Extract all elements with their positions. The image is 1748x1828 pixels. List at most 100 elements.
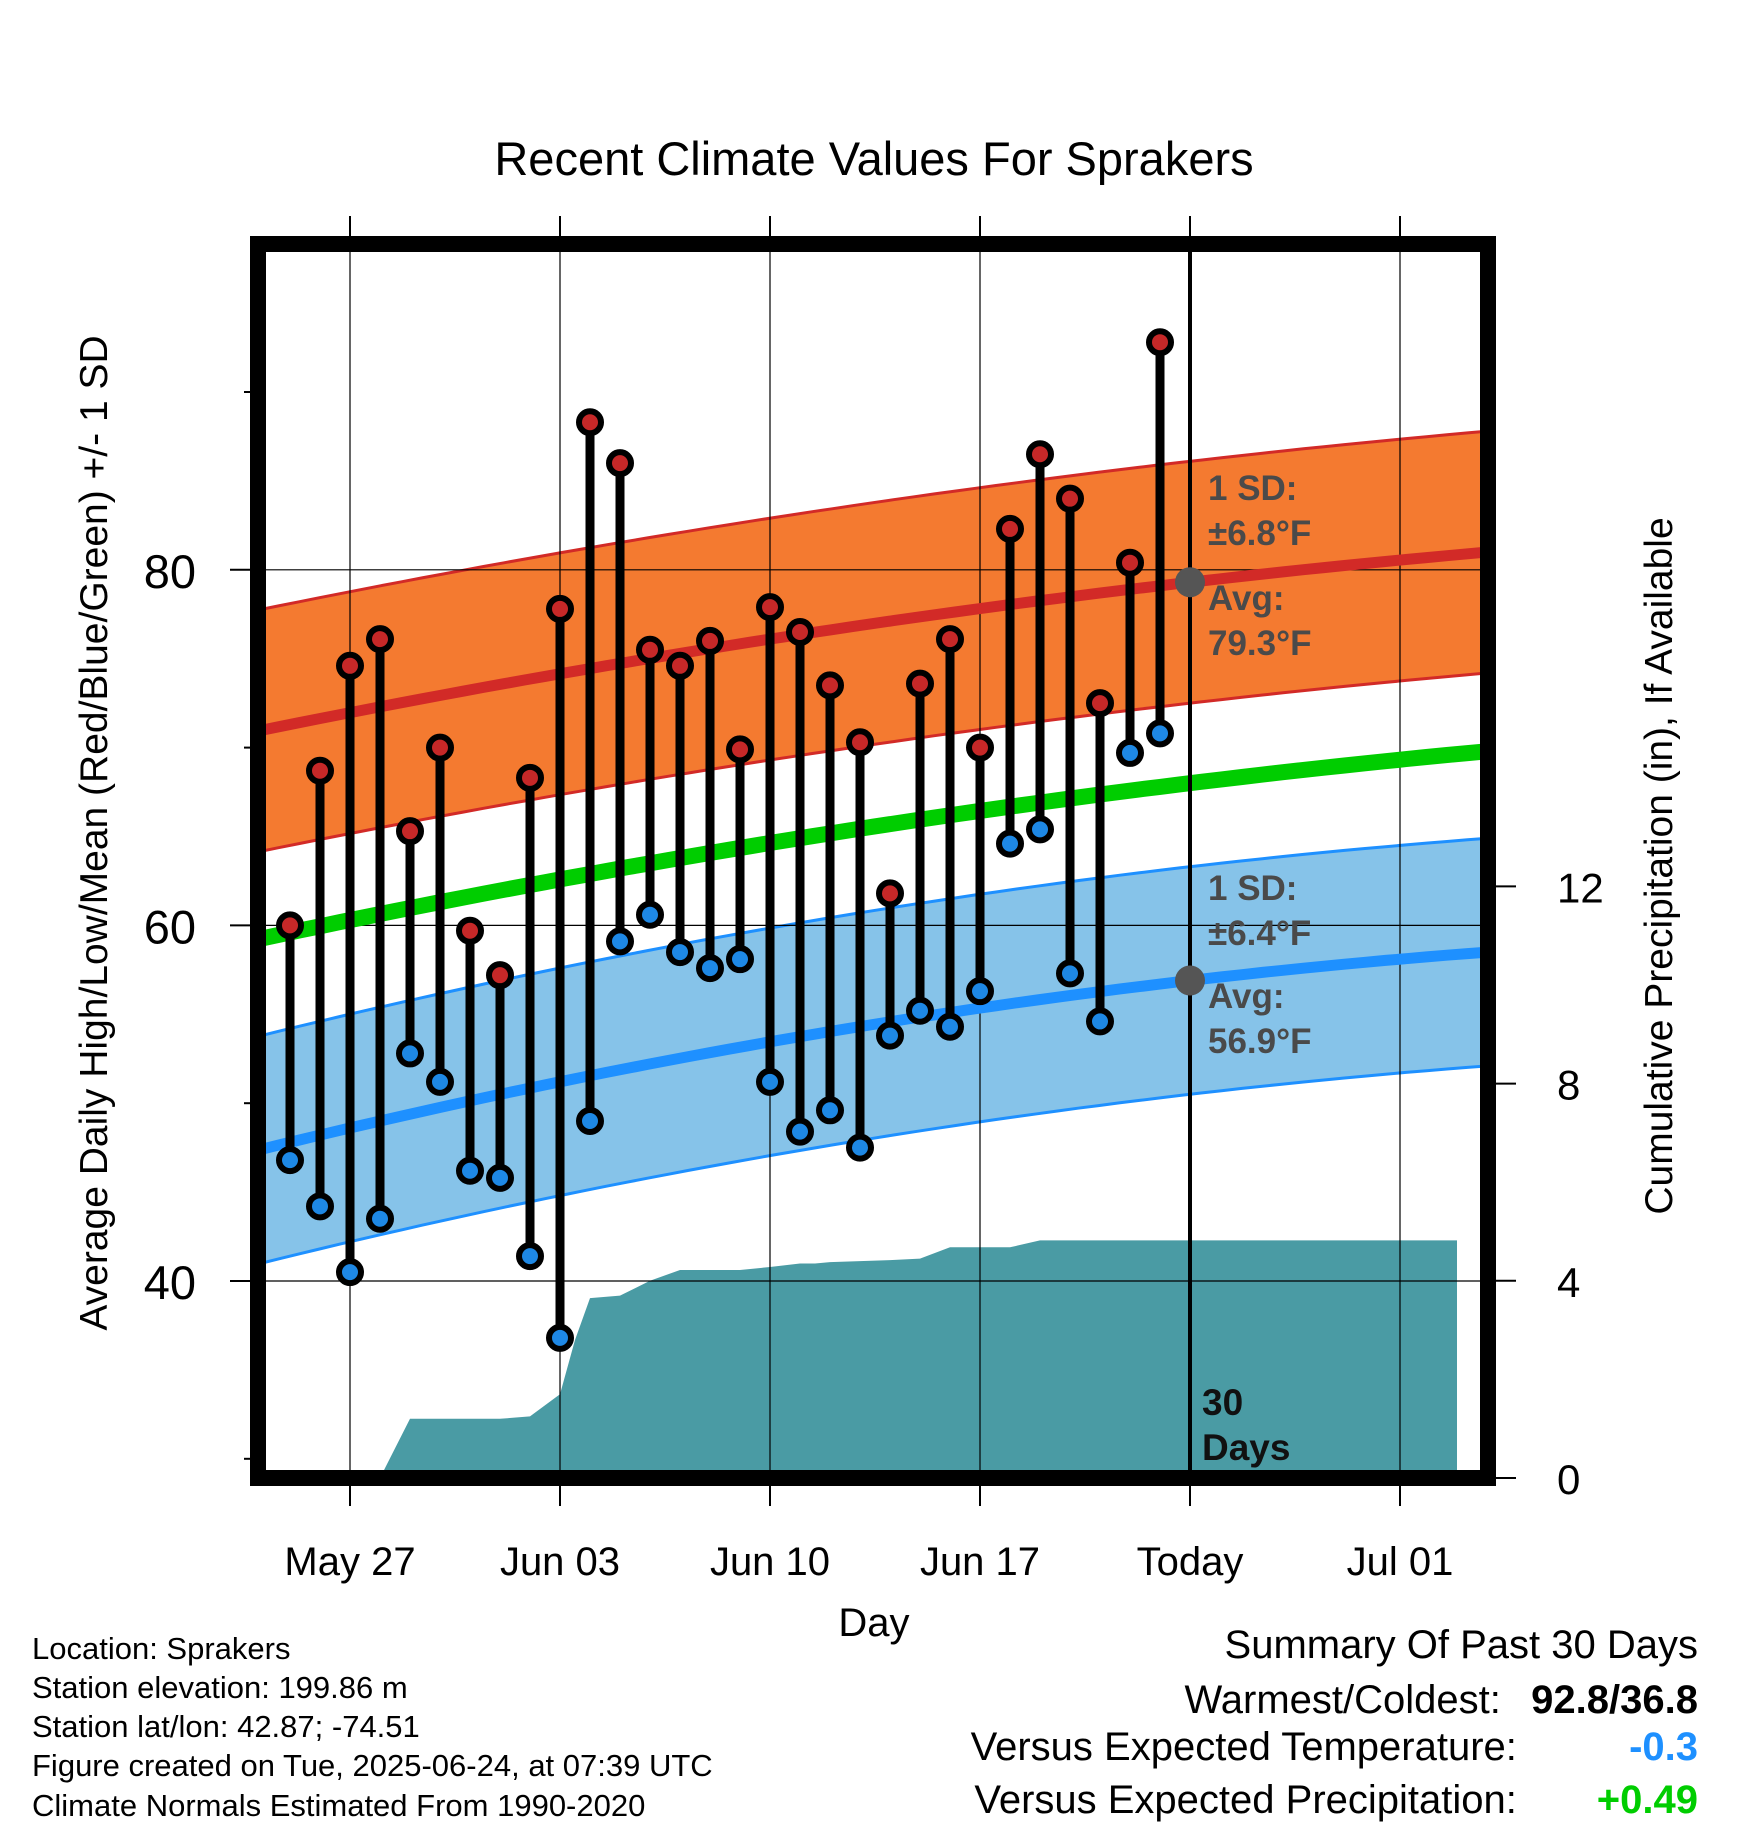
high-sd-value: ±6.8°F	[1208, 514, 1311, 553]
y2-tick-label-0: 0	[1557, 1456, 1580, 1503]
low-point-13	[666, 938, 694, 967]
y-axis-label: Average Daily High/Low/Mean (Red/Blue/Gr…	[73, 335, 116, 1330]
high-point-20	[876, 879, 904, 908]
high-point-4	[396, 817, 424, 846]
info-created: Figure created on Tue, 2025-06-24, at 07…	[32, 1748, 713, 1783]
low-point-22	[936, 1012, 964, 1041]
high-point-17	[786, 618, 814, 647]
low-point-1	[306, 1192, 334, 1221]
high-point-27	[1086, 689, 1114, 718]
high-point-6	[456, 916, 484, 945]
plot-area: 1 SD: ±6.8°F Avg: 79.3°F 1 SD: ±6.4°F Avg: 56.9…	[144, 216, 1604, 1584]
summary-precip-value: +0.49	[1596, 1778, 1698, 1822]
summary-temp-row: Versus Expected Temperature: -0.3	[971, 1727, 1698, 1767]
low-point-28	[1116, 738, 1144, 767]
high-point-8	[516, 763, 544, 792]
today-high-normal-marker	[1175, 567, 1205, 598]
low-point-8	[516, 1242, 544, 1271]
low-point-14	[696, 954, 724, 983]
low-point-19	[846, 1133, 874, 1162]
y2-tick-label-3: 12	[1557, 864, 1604, 911]
summary-temp-label: Versus Expected Temperature:	[970, 1725, 1517, 1769]
high-point-13	[666, 651, 694, 680]
low-point-2	[336, 1258, 364, 1287]
low-point-20	[876, 1021, 904, 1050]
high-point-9	[546, 594, 574, 623]
low-point-5	[426, 1067, 454, 1096]
high-sd-label: 1 SD:	[1208, 469, 1297, 508]
low-point-21	[906, 996, 934, 1025]
low-point-15	[726, 945, 754, 974]
y2-tick-label-1: 4	[1557, 1259, 1580, 1306]
y2-axis-label: Cumulative Precipitation (in), If Availa…	[1638, 517, 1681, 1214]
x-tick-label-4: Today	[1137, 1540, 1244, 1584]
low-point-11	[606, 927, 634, 956]
y2-tick-label-2: 8	[1557, 1062, 1580, 1109]
x-tick-label-1: Jun 03	[500, 1540, 620, 1584]
high-point-11	[606, 449, 634, 478]
chart-title: Recent Climate Values For Sprakers	[494, 132, 1253, 185]
info-elevation: Station elevation: 199.86 m	[32, 1670, 408, 1705]
low-point-9	[546, 1323, 574, 1352]
precip-area	[258, 1240, 1457, 1478]
high-point-23	[966, 733, 994, 762]
high-point-21	[906, 669, 934, 698]
high-point-26	[1056, 484, 1084, 513]
high-point-16	[756, 593, 784, 622]
today-label-top: 30	[1202, 1382, 1243, 1423]
summary-warmest-row: Warmest/Coldest: 92.8/36.8	[1185, 1680, 1699, 1720]
info-normals: Climate Normals Estimated From 1990-2020	[32, 1788, 646, 1823]
normal-mean-line	[258, 743, 1488, 948]
y-tick-label-1: 60	[144, 900, 196, 953]
low-band-lower	[258, 1064, 1488, 1266]
low-point-12	[636, 900, 664, 929]
high-point-3	[366, 625, 394, 654]
today-low-normal-marker	[1175, 965, 1205, 996]
plot-frame	[250, 236, 1496, 1486]
low-point-23	[966, 977, 994, 1006]
low-point-6	[456, 1156, 484, 1185]
summary-temp-value: -0.3	[1629, 1725, 1698, 1769]
y-tick-label-2: 80	[144, 545, 196, 598]
low-avg-value: 56.9°F	[1208, 1022, 1312, 1061]
low-point-0	[276, 1146, 304, 1175]
info-latlon: Station lat/lon: 42.87; -74.51	[32, 1709, 420, 1744]
high-avg-value: 79.3°F	[1208, 624, 1312, 663]
summary-warmest-label: Warmest/Coldest:	[1184, 1678, 1501, 1722]
high-point-2	[336, 651, 364, 680]
low-point-17	[786, 1117, 814, 1146]
low-avg-label: Avg:	[1208, 977, 1284, 1016]
low-band-upper	[258, 836, 1488, 1038]
low-point-3	[366, 1204, 394, 1233]
high-point-18	[816, 671, 844, 700]
high-point-22	[936, 625, 964, 654]
x-tick-label-5: Jul 01	[1347, 1540, 1454, 1584]
low-point-25	[1026, 815, 1054, 844]
low-band	[258, 838, 1488, 1264]
low-point-7	[486, 1163, 514, 1192]
x-tick-label-2: Jun 10	[710, 1540, 830, 1584]
low-point-10	[576, 1106, 604, 1135]
high-point-5	[426, 733, 454, 762]
low-point-26	[1056, 959, 1084, 988]
low-point-4	[396, 1039, 424, 1068]
normal-low-line	[258, 946, 1488, 1156]
plot-inner	[258, 244, 1488, 1478]
high-point-29	[1146, 328, 1174, 357]
high-point-1	[306, 756, 334, 785]
summary-title: Summary Of Past 30 Days	[1224, 1623, 1698, 1667]
low-point-29	[1146, 719, 1174, 748]
today-label-bottom: Days	[1202, 1427, 1290, 1468]
high-point-7	[486, 961, 514, 990]
low-point-24	[996, 829, 1024, 858]
summary-precip-row: Versus Expected Precipitation: +0.49	[974, 1780, 1698, 1820]
high-point-19	[846, 728, 874, 757]
summary-warmest-value: 92.8/36.8	[1531, 1678, 1698, 1722]
low-point-18	[816, 1096, 844, 1125]
low-point-27	[1086, 1007, 1114, 1036]
low-sd-label: 1 SD:	[1208, 869, 1297, 908]
y-tick-label-0: 40	[144, 1256, 196, 1309]
high-point-12	[636, 635, 664, 664]
x-axis-label: Day	[838, 1601, 909, 1645]
